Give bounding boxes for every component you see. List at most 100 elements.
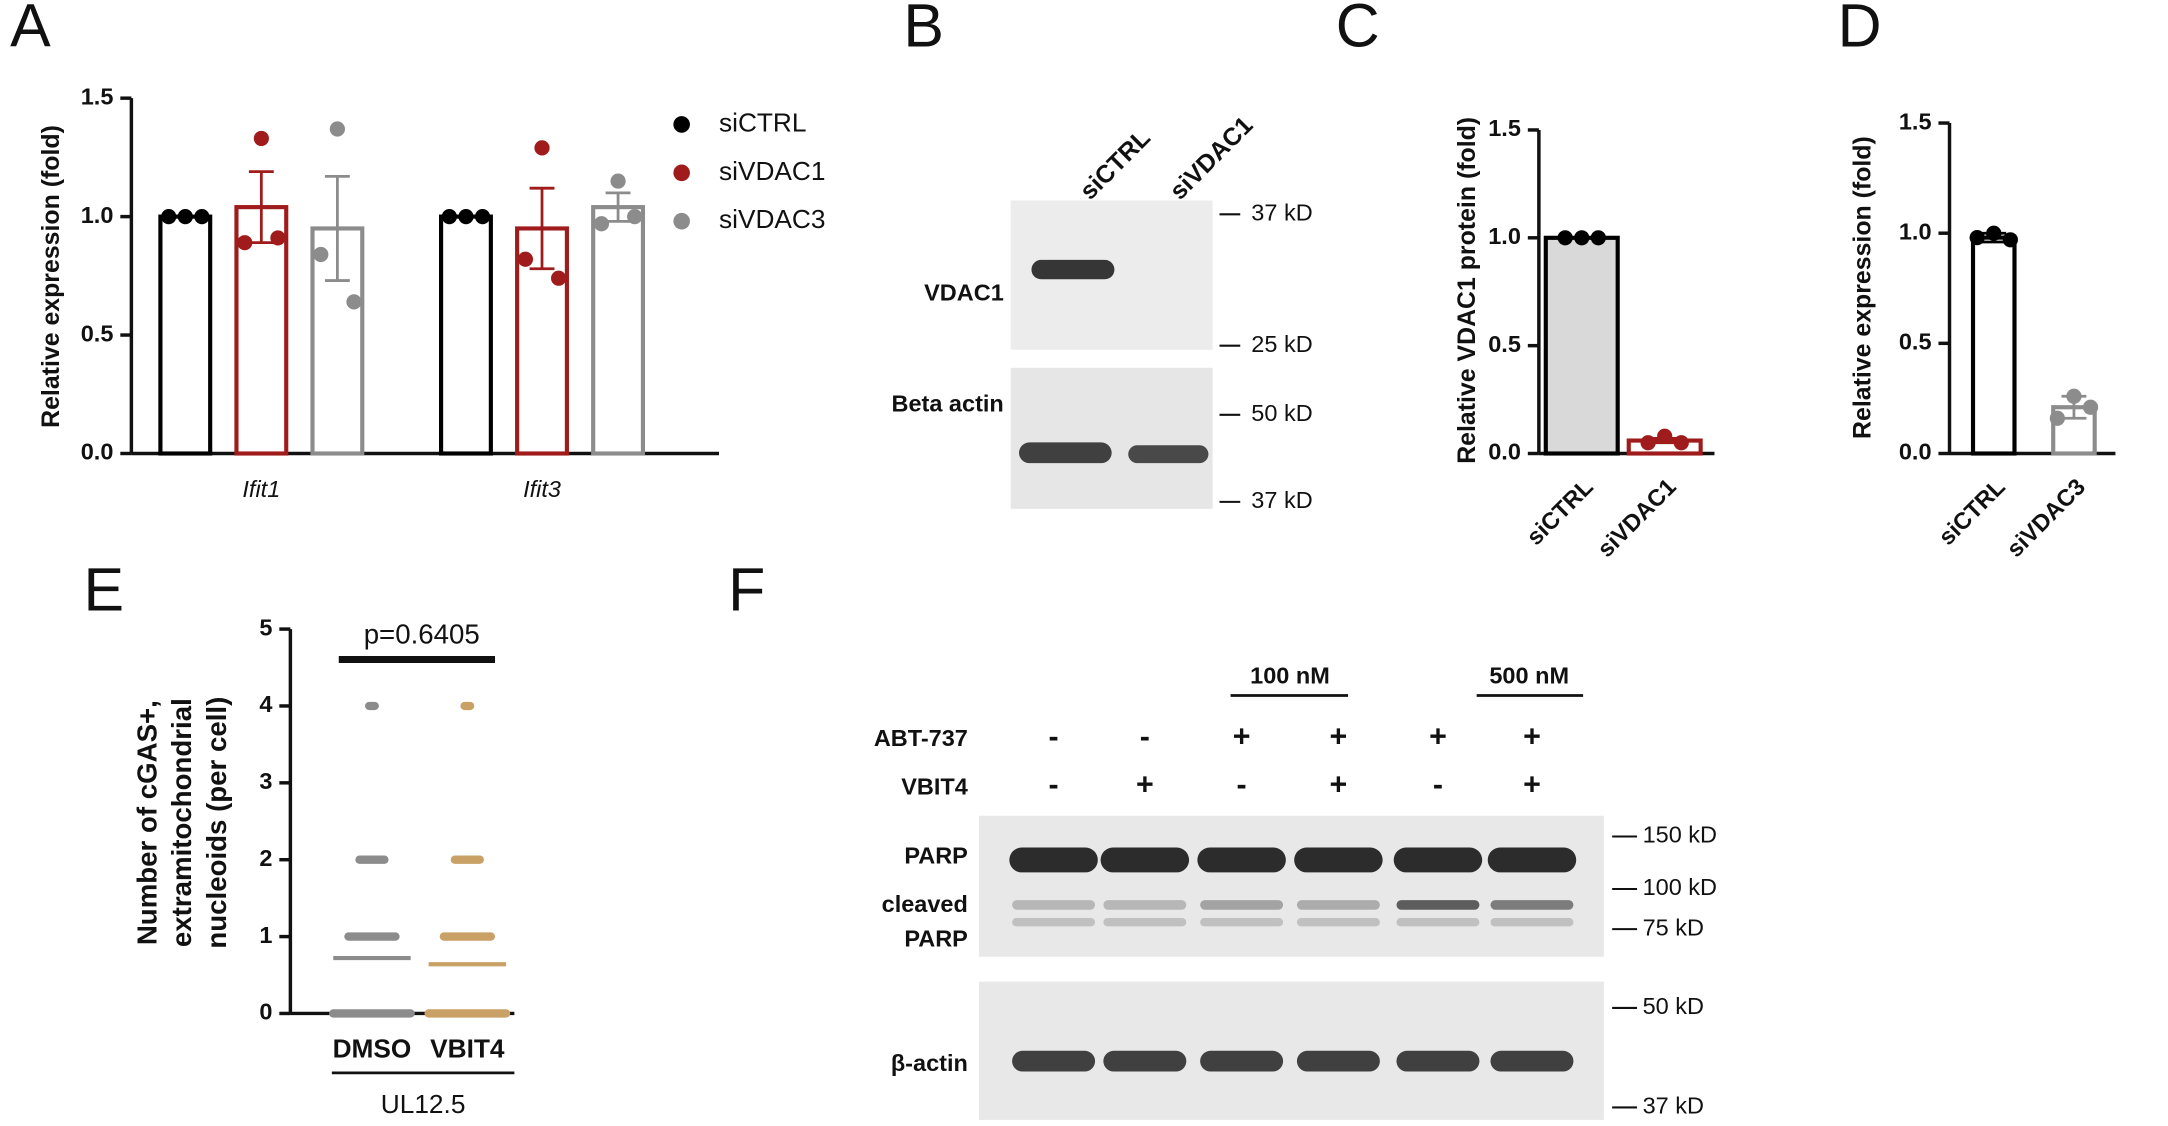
- data-point: [1590, 230, 1606, 246]
- y-tick-label: 0.0: [81, 439, 114, 465]
- annotation: p=0.6405: [364, 618, 480, 649]
- blot-band: [1296, 918, 1380, 927]
- blot-band: [1296, 1050, 1380, 1072]
- y-axis-label: Relative expression (fold): [37, 125, 65, 428]
- x-tick-label: Ifit3: [523, 476, 561, 502]
- blot-band: [1396, 918, 1480, 927]
- y-tick-label: 1.0: [81, 202, 114, 228]
- data-point: [161, 209, 177, 225]
- blot-band: [1490, 1050, 1574, 1072]
- blot-membrane: [978, 815, 1604, 957]
- x-tick-label: siCTRL: [1933, 473, 2010, 550]
- band-label: cleaved: [882, 891, 968, 917]
- blot-band: [1031, 259, 1115, 280]
- panel-letter: A: [10, 0, 51, 59]
- bar: [439, 214, 493, 456]
- x-tick-label: VBIT4: [430, 1034, 505, 1064]
- blot-band: [1200, 900, 1284, 910]
- blot-band: [1100, 847, 1190, 873]
- data-point: [441, 209, 457, 225]
- y-tick-label: 3: [259, 768, 272, 794]
- blot-band: [1296, 900, 1380, 910]
- blot-band: [1012, 1050, 1096, 1072]
- bar: [591, 205, 646, 456]
- y-tick-label: 1.5: [1899, 108, 1932, 134]
- legend-marker: [673, 164, 690, 182]
- marker-label: 50 kD: [1251, 400, 1312, 426]
- sign: +: [1330, 768, 1348, 802]
- panel-letter: E: [83, 556, 124, 624]
- legend-label: siCTRL: [719, 107, 807, 137]
- panel-letter: C: [1336, 0, 1380, 59]
- data-point: [610, 173, 626, 189]
- blot-band: [1490, 900, 1574, 910]
- lane-label: siCTRL: [1074, 124, 1155, 205]
- data-point: [1969, 230, 1985, 246]
- blot-band: [1393, 847, 1483, 873]
- data-point: [1673, 435, 1689, 451]
- error-bar: [529, 186, 555, 271]
- bar: [1970, 235, 2017, 456]
- sign: +: [1523, 768, 1541, 802]
- sign: -: [1433, 768, 1443, 802]
- panel-letter: F: [728, 556, 765, 624]
- data-point: [1986, 225, 2002, 241]
- y-tick-label: 0.0: [1899, 439, 1932, 465]
- blot-band: [1200, 918, 1284, 927]
- sign: -: [1049, 719, 1059, 753]
- blot-band: [1009, 847, 1098, 873]
- row-label: ABT-737: [874, 725, 968, 751]
- data-point: [2066, 388, 2082, 404]
- sign: +: [1523, 719, 1541, 753]
- y-tick-label: 1.5: [1488, 115, 1521, 141]
- data-point: [1574, 230, 1590, 246]
- sign: +: [1136, 768, 1154, 802]
- data-point: [1640, 435, 1656, 451]
- y-axis-label: nucleoids (per cell): [201, 697, 232, 949]
- blot-membrane: [1010, 367, 1213, 509]
- y-tick-label: 0.0: [1488, 439, 1521, 465]
- x-tick-label: Ifit1: [242, 476, 280, 502]
- data-point: [1557, 230, 1573, 246]
- y-tick-label: 4: [259, 691, 272, 717]
- y-tick-label: 1: [259, 922, 272, 948]
- data-point: [313, 246, 329, 263]
- data-point: [194, 209, 210, 225]
- group-label: UL12.5: [381, 1089, 466, 1119]
- blot-band: [1197, 847, 1286, 873]
- legend-marker: [673, 212, 690, 230]
- data-point: [1657, 428, 1673, 444]
- data-point: [627, 209, 643, 225]
- x-tick-label: DMSO: [333, 1034, 412, 1064]
- y-axis-label: Number of cGAS+,: [132, 700, 163, 945]
- blot-band: [1294, 847, 1383, 873]
- x-tick-label: siVDAC1: [1592, 473, 1681, 562]
- y-axis-label: Relative expression (fold): [1848, 136, 1876, 439]
- band-label: PARP: [904, 842, 968, 868]
- blot-band: [1103, 900, 1187, 910]
- band-label: β-actin: [891, 1050, 968, 1076]
- blot-band: [1103, 918, 1187, 927]
- blot-band: [1396, 1050, 1480, 1072]
- data-point: [458, 209, 474, 225]
- error-bar: [324, 174, 350, 282]
- y-tick-label: 0.5: [81, 320, 114, 346]
- data-point: [593, 216, 610, 232]
- data-point: [517, 251, 534, 267]
- panel-letter: B: [903, 0, 944, 59]
- sign: -: [1237, 768, 1247, 802]
- data-point: [177, 209, 193, 225]
- y-axis-label: extramitochondrial: [166, 698, 197, 947]
- error-bar: [605, 191, 631, 223]
- sign: +: [1330, 719, 1348, 753]
- blot-band: [1019, 442, 1112, 464]
- data-point: [329, 121, 345, 137]
- blot-band: [1487, 847, 1577, 873]
- sign: +: [1233, 719, 1251, 753]
- bar: [158, 214, 213, 456]
- marker-label: 37 kD: [1643, 1093, 1704, 1119]
- x-tick-label: siCTRL: [1521, 473, 1598, 550]
- data-point: [2002, 232, 2018, 248]
- y-tick-label: 1.0: [1899, 218, 1932, 244]
